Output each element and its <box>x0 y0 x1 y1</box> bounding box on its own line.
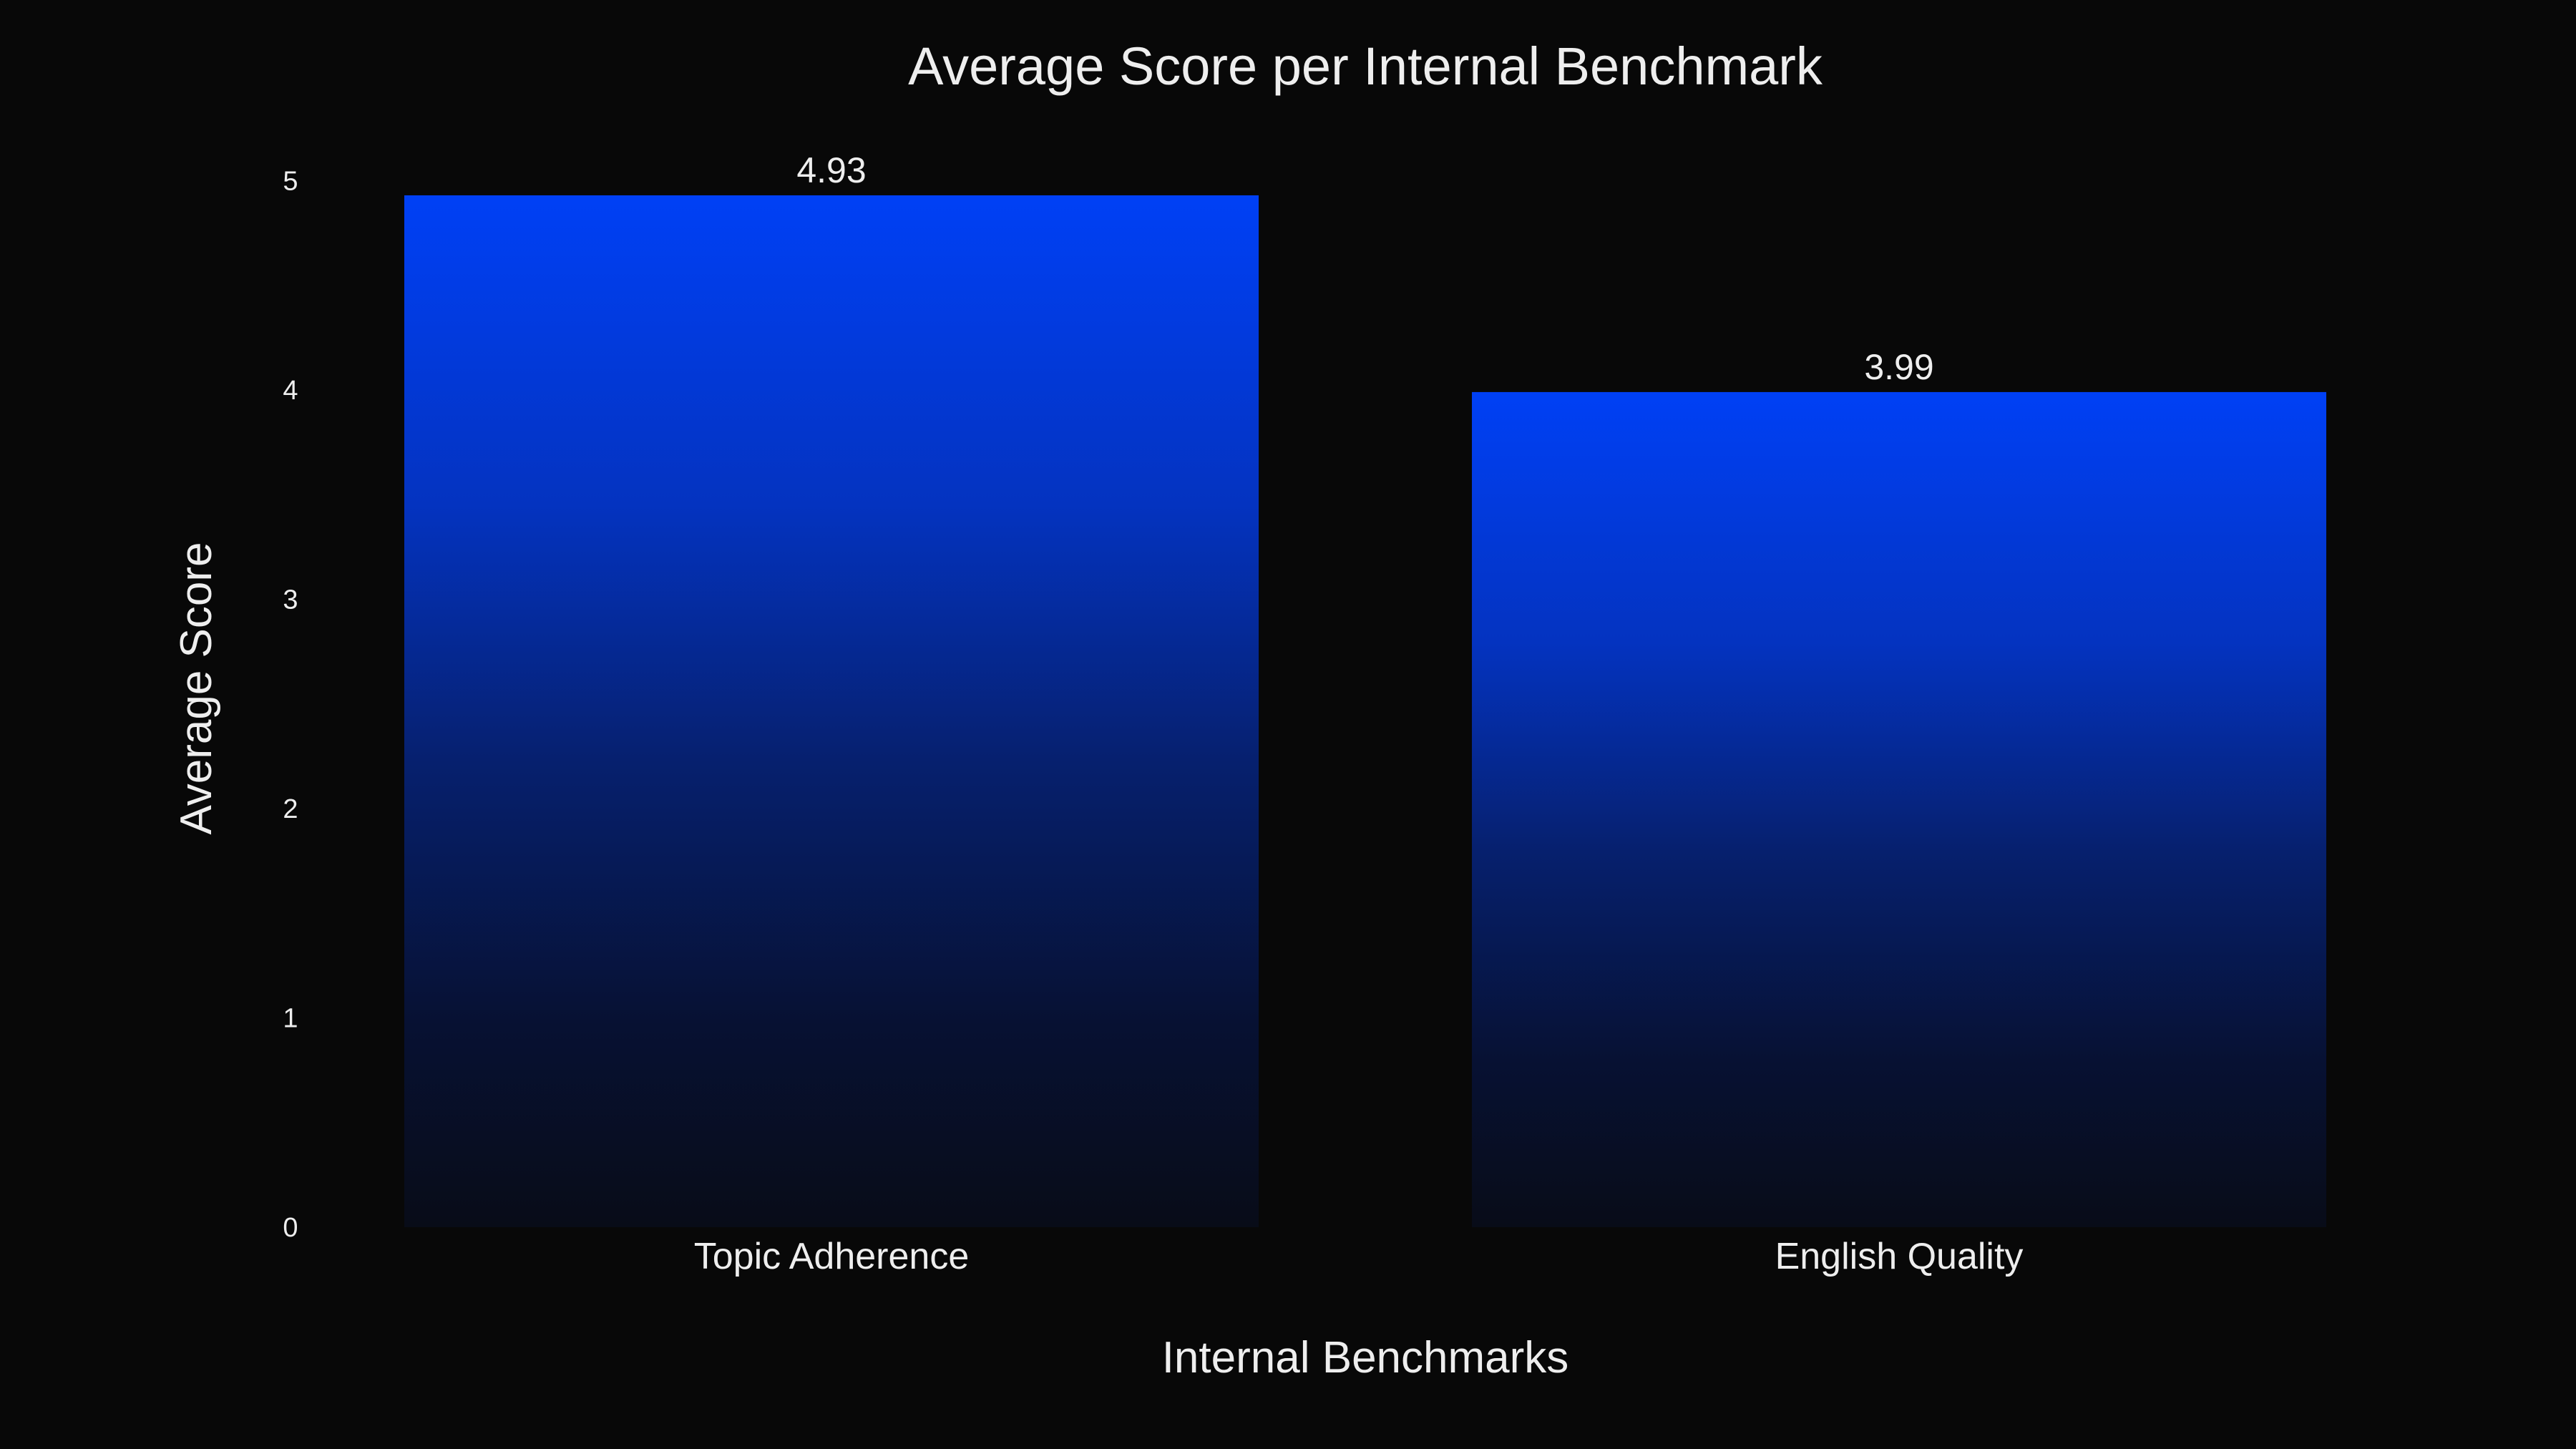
x-tick-label: English Quality <box>1775 1236 2024 1277</box>
bar-0 <box>404 195 1259 1228</box>
y-tick-label: 0 <box>283 1213 298 1243</box>
y-tick-label: 2 <box>283 794 298 824</box>
y-tick-label: 1 <box>283 1004 298 1034</box>
y-tick-label: 5 <box>283 167 298 197</box>
x-axis-label: Internal Benchmarks <box>1162 1333 1569 1382</box>
y-tick-label: 3 <box>283 585 298 615</box>
chart-title: Average Score per Internal Benchmark <box>908 36 1823 96</box>
x-tick-label: Topic Adherence <box>694 1236 970 1277</box>
y-axis-label: Average Score <box>172 542 221 835</box>
bar-value-label: 3.99 <box>1864 347 1933 387</box>
bar-1 <box>1472 391 2326 1227</box>
y-tick-label: 4 <box>283 376 298 406</box>
bar-value-label: 4.93 <box>796 150 866 190</box>
